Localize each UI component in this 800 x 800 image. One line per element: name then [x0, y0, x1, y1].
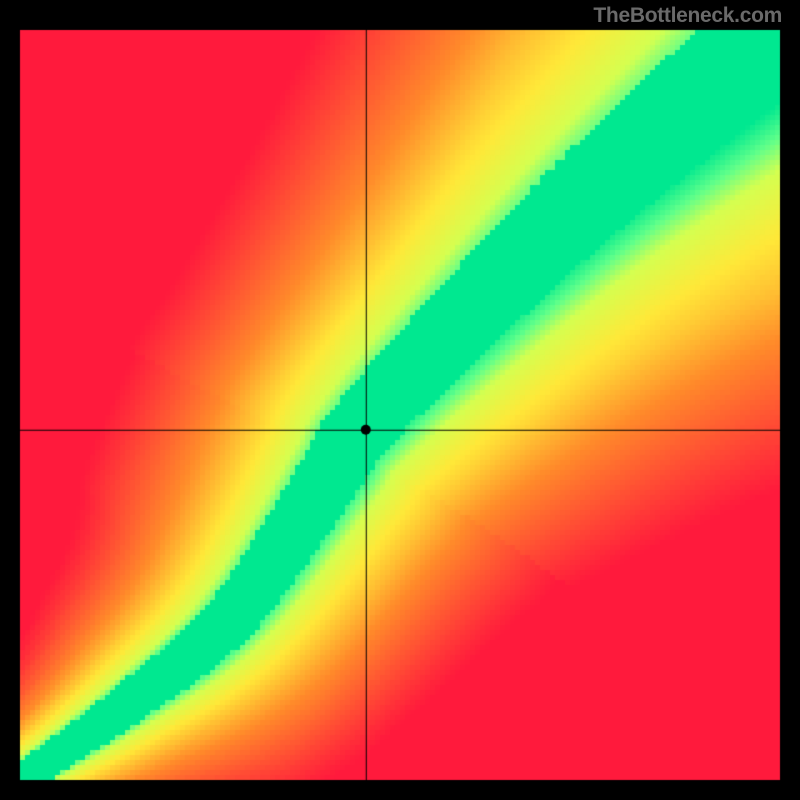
heatmap-canvas: [0, 0, 800, 800]
plot-container: TheBottleneck.com: [0, 0, 800, 800]
watermark-text: TheBottleneck.com: [593, 4, 782, 28]
